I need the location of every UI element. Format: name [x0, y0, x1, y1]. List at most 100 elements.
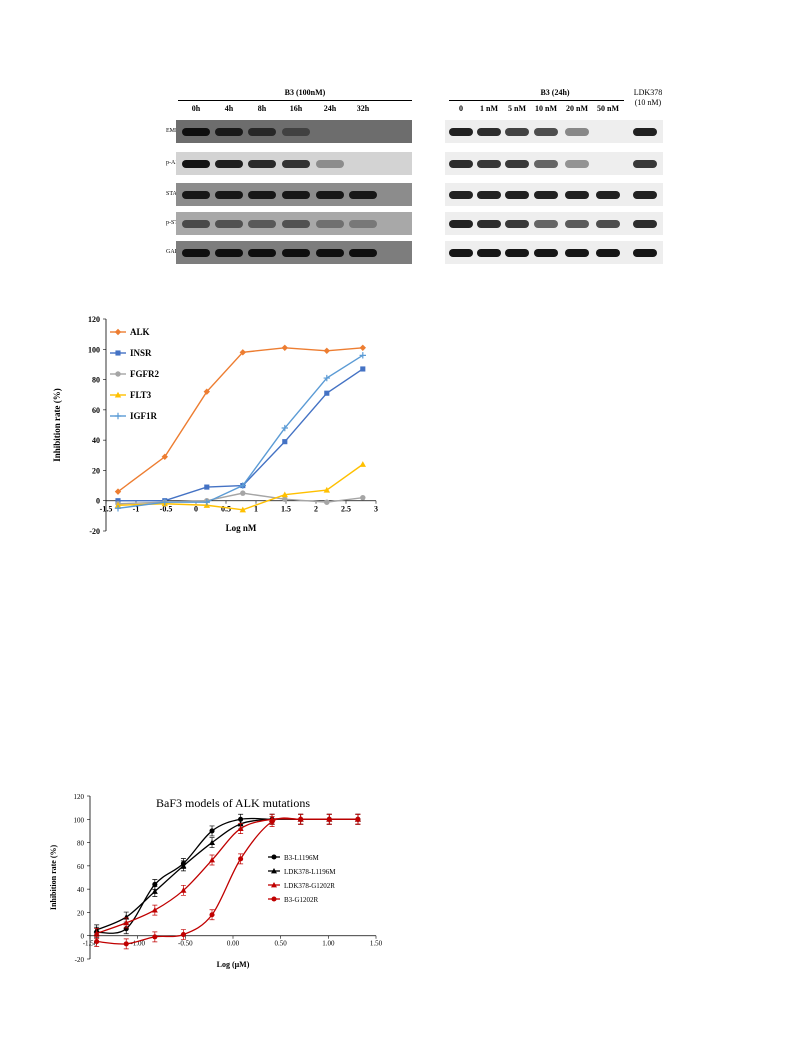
blot-band	[477, 219, 501, 228]
data-point	[152, 934, 158, 940]
x-tick-label: 0.50	[275, 940, 288, 948]
data-point	[359, 352, 366, 359]
blot-band	[215, 248, 243, 257]
data-point	[203, 499, 210, 506]
legend-label: B3-L1196M	[284, 854, 320, 862]
data-point	[239, 349, 246, 356]
data-point	[298, 816, 304, 822]
blot-band	[316, 219, 344, 228]
legend-entry: FGFR2	[110, 369, 159, 379]
data-point	[281, 344, 288, 351]
blot-right-extra-lane-line1: LDK378	[633, 88, 663, 97]
blot-band	[477, 159, 501, 168]
blot-band	[596, 248, 620, 257]
y-axis-label: Inhibition rate (%)	[52, 388, 62, 462]
blot-band	[349, 248, 377, 257]
data-point	[114, 391, 122, 398]
blot-left-lane-label: 8h	[257, 104, 267, 113]
x-tick-label: 0	[194, 505, 198, 514]
data-point	[240, 490, 246, 496]
data-point	[151, 907, 158, 913]
blot-band	[505, 219, 529, 228]
blot-band	[534, 219, 558, 228]
x-tick-label: 3	[374, 505, 378, 514]
data-point	[271, 896, 277, 902]
legend-label: FLT3	[130, 390, 152, 400]
data-point	[114, 502, 122, 508]
data-point	[359, 344, 366, 351]
y-tick-label: -20	[75, 956, 85, 964]
blot-band	[633, 190, 657, 199]
x-tick-label: -1.50	[83, 940, 98, 948]
legend-label: LDK378-G1202R	[284, 882, 335, 890]
y-tick-label: 80	[92, 376, 100, 385]
data-point	[204, 484, 210, 490]
data-point	[271, 882, 277, 888]
blot-strip	[445, 183, 663, 206]
blot-band	[349, 219, 377, 228]
data-point	[180, 932, 186, 938]
blot-band	[282, 190, 310, 199]
blot-right-title: B3 (24h)	[540, 88, 570, 97]
blot-band	[282, 248, 310, 257]
blot-row-label: p-ALK	[166, 160, 184, 166]
blot-left-lane-label: 24h	[323, 104, 337, 113]
series-igf1r	[114, 352, 366, 512]
data-point	[93, 930, 100, 936]
blot-row-label: STAT3	[166, 191, 183, 197]
data-point	[324, 499, 330, 505]
blot-band	[215, 127, 243, 136]
y-tick-label: 100	[74, 816, 85, 824]
blot-band	[182, 219, 210, 228]
blot-band	[316, 190, 344, 199]
y-tick-label: 40	[92, 436, 100, 445]
blot-band	[477, 248, 501, 257]
x-tick-label: -1.00	[130, 940, 145, 948]
kinase-inhibition-chart: -20 0 20 40 60 80 100 120 -1.5 -1 -0.5 0 0.5 1 1.5 2 2.5…	[52, 315, 378, 536]
data-point	[326, 816, 332, 822]
blot-band	[248, 190, 276, 199]
data-point	[355, 816, 361, 822]
data-point	[114, 412, 122, 420]
blot-band	[505, 248, 529, 257]
x-axis-label: Log (μM)	[217, 960, 250, 969]
blot-band	[565, 219, 589, 228]
legend-label: INSR	[130, 348, 152, 358]
y-tick-label: 40	[77, 886, 85, 894]
data-point	[281, 491, 288, 498]
blot-strip	[176, 152, 412, 175]
blot-band	[565, 127, 589, 136]
blot-right-lane-label: 10 nM	[535, 104, 557, 113]
blot-band	[215, 219, 243, 228]
x-tick-label: 1	[254, 505, 258, 514]
y-tick-label: 80	[77, 840, 85, 848]
x-tick-label: -1.5	[100, 505, 113, 514]
blot-right-lane-label: 1 nM	[480, 104, 498, 113]
legend-label: LDK378-L1196M	[284, 868, 336, 876]
data-point	[323, 486, 330, 493]
data-point	[151, 888, 158, 894]
blot-band	[349, 190, 377, 199]
y-tick-label: 20	[77, 909, 85, 917]
blot-band	[316, 159, 344, 168]
blot-band	[182, 190, 210, 199]
blot-right-lane-label: 20 nM	[566, 104, 588, 113]
y-tick-label: 100	[88, 345, 100, 354]
data-point	[161, 499, 168, 506]
x-tick-label: 0.5	[221, 505, 231, 514]
series-ldk378-g1202r	[93, 813, 361, 939]
blot-strip	[176, 120, 412, 143]
y-tick-label: 120	[88, 315, 100, 324]
data-point	[152, 881, 158, 888]
data-point	[209, 839, 216, 845]
blot-band	[565, 190, 589, 199]
series-line	[96, 817, 358, 945]
data-point	[209, 828, 215, 834]
x-tick-label: 1.50	[370, 940, 383, 948]
legend-entry: FLT3	[110, 390, 152, 400]
blot-band	[505, 159, 529, 168]
legend-entry: LDK378-G1202R	[268, 882, 335, 890]
legend-entry: ALK	[110, 327, 150, 337]
blot-band	[633, 127, 657, 136]
blot-band	[182, 127, 210, 136]
